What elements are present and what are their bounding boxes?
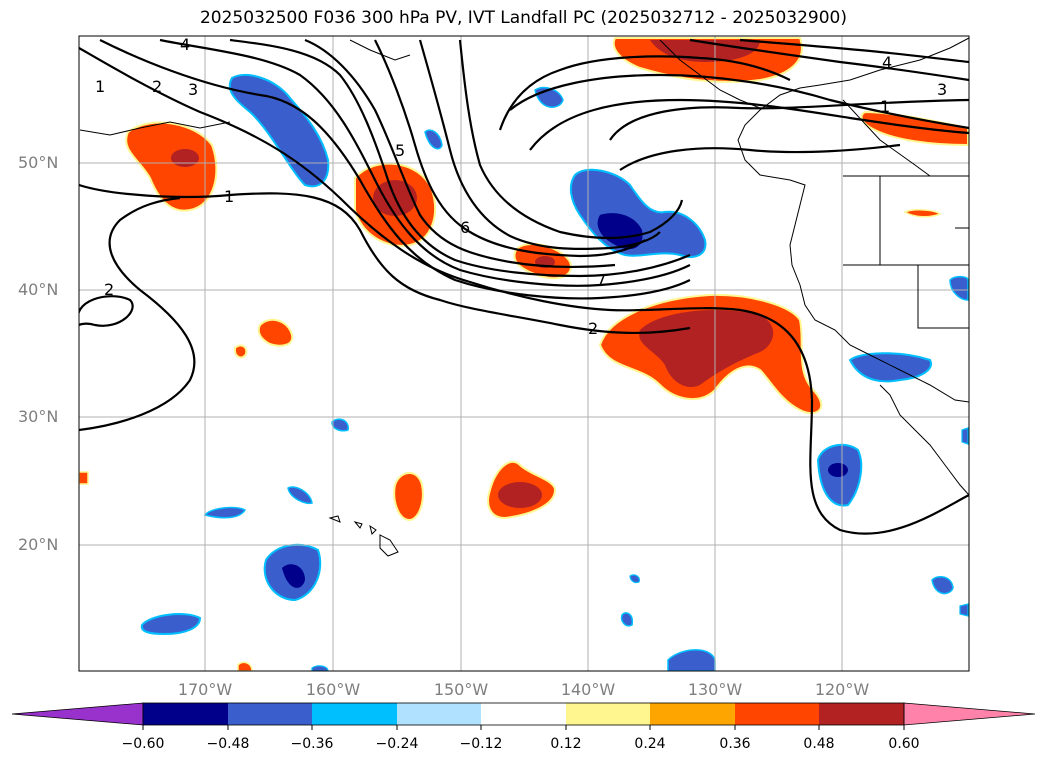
neg-blob — [311, 665, 329, 671]
colorbar-tick-label: −0.12 — [459, 736, 503, 752]
colorbar-swatch — [650, 703, 735, 725]
contour-label: 3 — [188, 80, 198, 99]
neg-blob — [949, 275, 969, 301]
neg-blob — [140, 613, 202, 636]
pos-blob — [79, 471, 89, 485]
contour-label: 2 — [104, 280, 114, 299]
contour-labels: 4 1 2 3 5 1 6 2 7 2 4 3 1 — [95, 35, 947, 338]
colorbar-swatch — [735, 703, 819, 725]
colorbar-swatch — [143, 703, 228, 725]
lat-label: 40°N — [18, 280, 59, 299]
colorbar-swatch — [397, 703, 481, 725]
contour-label: 2 — [152, 77, 162, 96]
lon-label: 160°W — [305, 680, 361, 699]
colorbar-swatch — [228, 703, 312, 725]
colorbar-swatch — [819, 703, 904, 725]
contour-label: 4 — [882, 53, 892, 72]
neg-core — [828, 463, 848, 477]
neg-core — [597, 213, 643, 250]
filled-contours — [79, 37, 969, 671]
colorbar-tick-label: −0.60 — [121, 736, 165, 752]
colorbar-swatch — [481, 703, 566, 725]
map-title: 2025032500 F036 300 hPa PV, IVT Landfall… — [199, 8, 847, 28]
pos-core — [171, 149, 199, 167]
pos-blob — [903, 209, 942, 218]
neg-blob — [203, 506, 247, 519]
colorbar-tick-label: −0.48 — [206, 736, 250, 752]
lon-label: 120°W — [814, 680, 870, 699]
colorbar-extend-high — [903, 702, 1036, 726]
contour-label: 4 — [180, 35, 190, 54]
contour-label: 1 — [880, 97, 890, 116]
lat-label: 20°N — [18, 535, 59, 554]
neg-blob — [667, 649, 716, 671]
contour-label: 6 — [460, 218, 470, 237]
contour-label: 5 — [395, 141, 405, 160]
lat-label: 30°N — [18, 407, 59, 426]
contour-label: 3 — [937, 80, 947, 99]
colorbar-extend-low — [11, 702, 144, 726]
pos-blob — [860, 110, 969, 147]
map-plot-area: 4 1 2 3 5 1 6 2 7 2 4 3 1 — [79, 35, 969, 671]
colorbar-swatch — [566, 703, 650, 725]
neg-core — [282, 564, 305, 588]
lon-label: 150°W — [433, 680, 489, 699]
contour-lines — [79, 38, 969, 535]
colorbar — [11, 702, 1036, 730]
lon-label: 130°W — [687, 680, 743, 699]
colorbar-swatch — [312, 703, 397, 725]
colorbar-tick-label: 0.36 — [719, 736, 751, 752]
neg-blob — [629, 574, 640, 584]
colorbar-tick-label: −0.36 — [290, 736, 334, 752]
contour-label: 7 — [596, 271, 606, 290]
neg-blob — [287, 486, 313, 505]
contour-label: 1 — [95, 77, 105, 96]
gridlines — [79, 36, 969, 671]
neg-blob — [848, 352, 932, 383]
colorbar-tick-label: 0.48 — [803, 736, 835, 752]
neg-blob — [424, 129, 443, 150]
contour-label: 1 — [224, 187, 234, 206]
colorbar-tick-label: 0.24 — [634, 736, 666, 752]
lat-label: 50°N — [18, 153, 59, 172]
contour-label: 2 — [588, 319, 598, 338]
plot-frame — [78, 35, 970, 672]
colorbar-frame — [142, 702, 905, 726]
pos-blob — [125, 121, 218, 212]
colorbar-tick-label: 0.60 — [888, 736, 920, 752]
pos-blob — [393, 472, 424, 522]
lon-label: 140°W — [560, 680, 616, 699]
neg-blob — [331, 418, 349, 432]
pos-blob — [233, 344, 248, 359]
pos-core — [498, 482, 542, 508]
colorbar-tick-label: −0.24 — [375, 736, 419, 752]
neg-blob — [959, 603, 969, 617]
neg-blob — [620, 612, 634, 627]
neg-blob — [961, 427, 969, 445]
lon-label: 170°W — [177, 680, 233, 699]
pos-core — [639, 310, 774, 388]
pos-blob — [237, 661, 253, 671]
colorbar-tick-label: 0.12 — [550, 736, 582, 752]
neg-blob — [931, 575, 954, 595]
pos-blob — [257, 318, 294, 347]
